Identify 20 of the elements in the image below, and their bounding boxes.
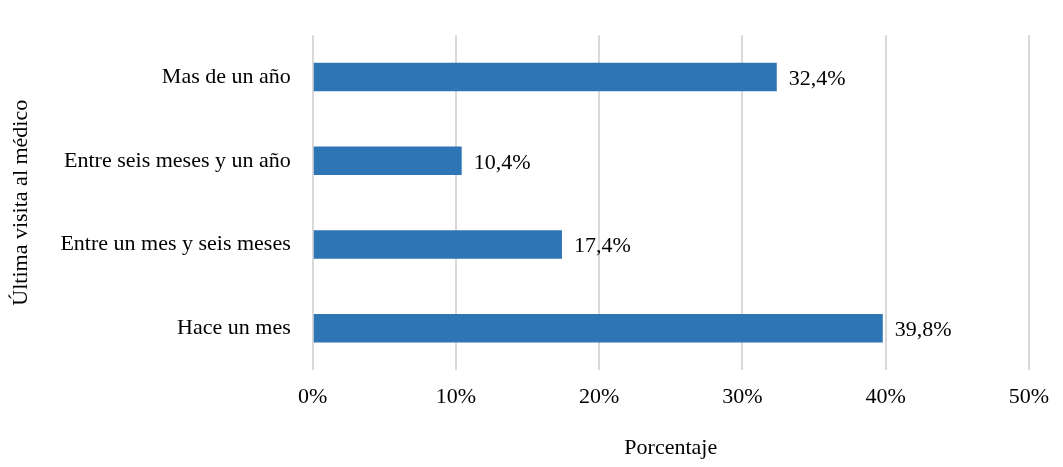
y-axis-title: Última visita al médico: [6, 99, 32, 306]
data-label: 32,4%: [788, 64, 846, 90]
y-tick-label: Entre seis meses y un año: [64, 146, 291, 172]
y-tick-label: Entre un mes y seis meses: [60, 230, 291, 256]
bar: [313, 146, 462, 176]
data-label: 39,8%: [894, 316, 952, 342]
data-label: 10,4%: [473, 148, 531, 174]
x-tick-label: 10%: [435, 383, 477, 409]
x-axis-title: Porcentaje: [624, 433, 718, 459]
data-label: 17,4%: [573, 232, 631, 258]
x-tick-label: 0%: [298, 383, 328, 409]
x-tick-label: 40%: [865, 383, 906, 409]
bar: [313, 62, 777, 92]
bar: [313, 230, 562, 259]
y-tick-label: Hace un mes: [177, 314, 291, 340]
bar: [313, 314, 883, 343]
x-tick-label: 50%: [1008, 383, 1049, 409]
x-tick-label: 20%: [579, 383, 620, 409]
x-tick-label: 30%: [722, 383, 763, 409]
y-tick-label: Mas de un año: [161, 62, 291, 88]
